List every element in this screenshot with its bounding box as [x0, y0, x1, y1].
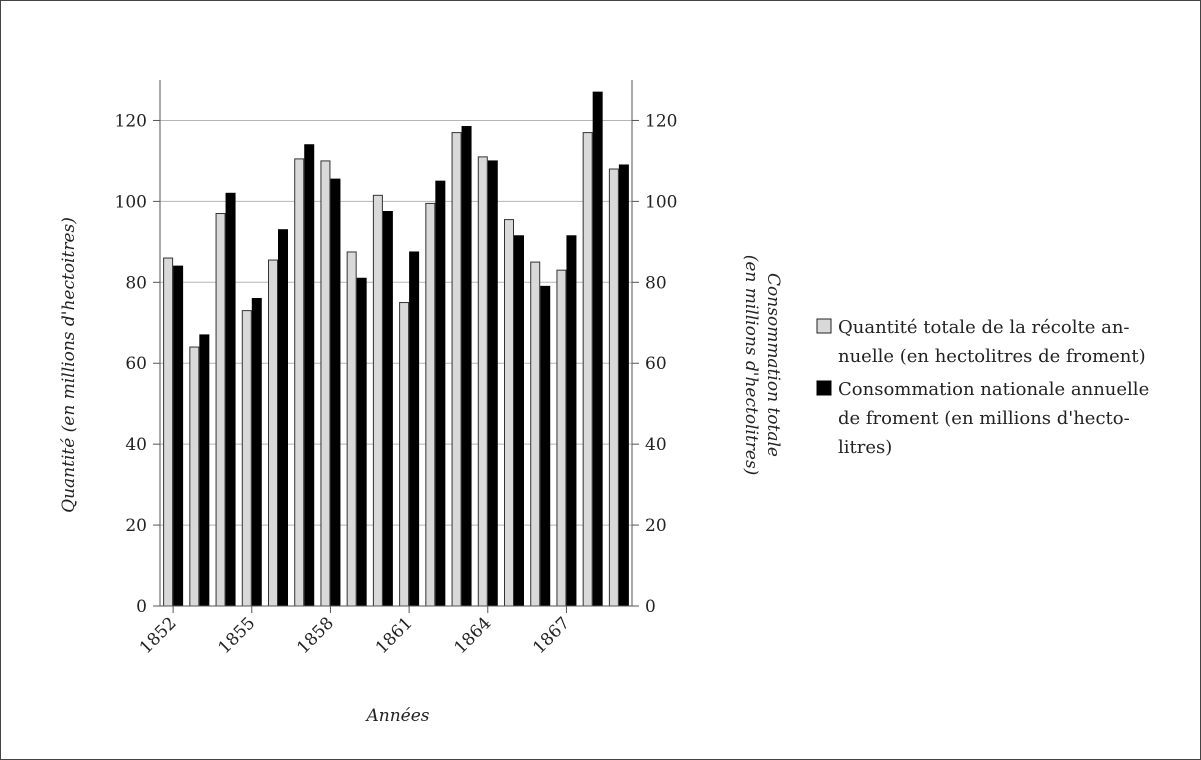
bar-consommation — [356, 277, 367, 607]
legend-label-recolte-line2: nuelle (en hectolitres de froment) — [838, 346, 1146, 367]
bar-consommation — [225, 192, 236, 607]
bar-consommation — [566, 235, 577, 607]
bar-consommation — [461, 126, 472, 607]
gridlines — [160, 119, 632, 526]
bar-recolte — [477, 156, 488, 607]
y-tick-label-left: 0 — [136, 597, 147, 617]
legend-label-consommation-line2: de froment (en millions d'hecto- — [838, 408, 1130, 429]
bar-consommation — [592, 91, 603, 607]
y-tick-label-left: 80 — [125, 273, 147, 293]
bar-consommation — [487, 160, 498, 607]
bar-recolte — [556, 269, 567, 607]
bar-recolte — [608, 168, 619, 607]
bar-recolte — [425, 202, 436, 607]
y-tick-label-left: 100 — [115, 192, 147, 212]
bar-recolte — [530, 261, 541, 607]
legend-swatch-recolte — [816, 318, 832, 334]
x-tick-label: 1855 — [215, 613, 260, 658]
y-axis-title-right-line2: (en millions d'hectolitres) — [741, 255, 761, 476]
y-tick-label-right: 120 — [645, 111, 677, 131]
bar-consommation — [514, 235, 524, 607]
legend-swatch-consommation — [816, 380, 832, 396]
x-axis-title: Années — [364, 706, 429, 726]
x-tick-label: 1852 — [136, 613, 181, 658]
bar-consommation — [173, 265, 184, 607]
legend-label-consommation-line1: Consommation nationale annuelle — [838, 379, 1149, 400]
bar-recolte — [346, 251, 357, 607]
bar-consommation — [199, 334, 210, 607]
bar-recolte — [163, 257, 174, 607]
x-tick-label: 1867 — [529, 613, 574, 658]
y-tick-label-left: 120 — [115, 111, 147, 131]
y-tick-label-left: 40 — [125, 435, 147, 455]
bar-consommation — [251, 297, 262, 607]
bar-recolte — [582, 132, 593, 607]
axes: 0 0 20 20 40 40 60 60 80 80 100 100 120 120 1852 1855 18… — [115, 80, 677, 658]
bar-recolte — [504, 219, 514, 607]
bar-consommation — [618, 164, 629, 607]
y-tick-label-right: 100 — [645, 192, 677, 212]
bar-recolte — [320, 160, 331, 607]
bar-recolte — [241, 310, 252, 607]
x-tick-label: 1861 — [372, 613, 417, 658]
y-tick-label-right: 60 — [645, 354, 667, 374]
bar-consommation — [409, 251, 420, 607]
bar-recolte — [372, 194, 383, 607]
legend-label-recolte-line1: Quantité totale de la récolte an- — [838, 317, 1130, 338]
y-tick-label-left: 60 — [125, 354, 147, 374]
x-tick-label: 1858 — [293, 613, 338, 658]
legend: Quantité totale de la récolte an- nuelle… — [816, 317, 1149, 458]
x-tick-label: 1864 — [451, 613, 496, 658]
legend-label-consommation-line3: litres) — [838, 437, 892, 458]
bar-consommation — [435, 180, 446, 607]
y-tick-label-right: 80 — [645, 273, 667, 293]
bar-consommation — [304, 144, 315, 607]
bar-recolte — [189, 346, 200, 607]
bar-consommation — [540, 285, 551, 607]
bar-consommation — [382, 211, 393, 607]
bar-recolte — [451, 132, 462, 607]
bar-recolte — [399, 302, 410, 607]
y-tick-label-right: 0 — [645, 597, 656, 617]
bars — [163, 91, 629, 607]
bar-recolte — [215, 213, 226, 607]
y-axis-title-left: Quantité (en millions d'hectoitres) — [59, 217, 79, 513]
y-tick-label-right: 20 — [645, 516, 667, 536]
y-axis-title-right-line1: Consommation totale — [763, 273, 783, 457]
bar-consommation — [330, 178, 341, 607]
bar-recolte — [268, 259, 278, 607]
y-tick-label-left: 20 — [125, 516, 147, 536]
bar-consommation — [278, 229, 288, 607]
bar-recolte — [294, 158, 305, 607]
y-tick-label-right: 40 — [645, 435, 667, 455]
